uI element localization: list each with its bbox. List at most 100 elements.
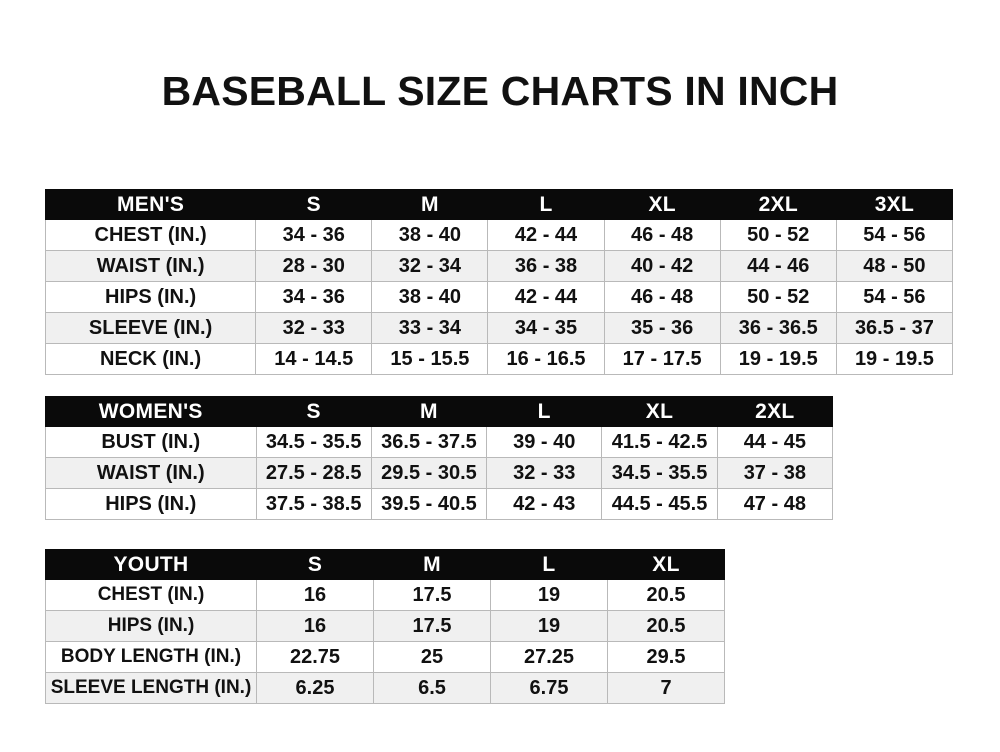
mens-row-label-neck: NECK (IN.) — [44, 343, 257, 375]
womens-table-body: BUST (IN.) 34.5 - 35.5 36.5 - 37.5 39 - 40 4… — [45, 426, 834, 520]
womens-header-size-m: M — [370, 396, 488, 427]
mens-cell-sleeve-l: 34 - 35 — [487, 312, 605, 344]
mens-cell-sleeve-3xl: 36.5 - 37 — [835, 312, 954, 344]
womens-cell-bust-s: 34.5 - 35.5 — [255, 426, 372, 458]
mens-header-size-m: M — [371, 189, 489, 220]
mens-row-label-sleeve: SLEEVE (IN.) — [44, 312, 257, 344]
mens-cell-neck-l: 16 - 16.5 — [487, 343, 605, 375]
table-row: BUST (IN.) 34.5 - 35.5 36.5 - 37.5 39 - 40 4… — [45, 426, 834, 458]
mens-cell-chest-s: 34 - 36 — [255, 219, 373, 251]
mens-header-size-2xl: 2XL — [719, 189, 837, 220]
womens-cell-hips-xl: 44.5 - 45.5 — [601, 488, 718, 520]
youth-header-category: YOUTH — [45, 549, 257, 580]
womens-cell-waist-m: 29.5 - 30.5 — [370, 457, 488, 489]
womens-header-size-s: S — [255, 396, 372, 427]
page-title: BASEBALL SIZE CHARTS IN INCH — [161, 68, 839, 114]
table-row: CHEST (IN.) 34 - 36 38 - 40 42 - 44 46 - 48 5… — [44, 219, 954, 251]
mens-cell-waist-s: 28 - 30 — [255, 250, 373, 282]
mens-table-body: CHEST (IN.) 34 - 36 38 - 40 42 - 44 46 - 48 5… — [44, 219, 954, 375]
mens-cell-waist-m: 32 - 34 — [371, 250, 489, 282]
youth-cell-sleeve-length-xl: 7 — [607, 672, 725, 704]
womens-row-label-waist: WAIST (IN.) — [45, 457, 257, 489]
mens-cell-chest-3xl: 54 - 56 — [835, 219, 954, 251]
womens-table-head: WOMEN'S S M L XL 2XL — [45, 396, 834, 427]
mens-cell-hips-2xl: 50 - 52 — [719, 281, 837, 313]
womens-cell-waist-s: 27.5 - 28.5 — [255, 457, 372, 489]
youth-cell-hips-l: 19 — [490, 610, 608, 642]
womens-row-label-hips: HIPS (IN.) — [45, 488, 257, 520]
youth-table-head: YOUTH S M L XL — [45, 549, 725, 580]
youth-cell-hips-xl: 20.5 — [607, 610, 725, 642]
youth-cell-body-length-m: 25 — [373, 641, 491, 673]
mens-cell-waist-3xl: 48 - 50 — [835, 250, 954, 282]
youth-cell-body-length-xl: 29.5 — [607, 641, 725, 673]
mens-cell-waist-2xl: 44 - 46 — [719, 250, 837, 282]
mens-cell-chest-xl: 46 - 48 — [603, 219, 721, 251]
youth-cell-chest-m: 17.5 — [373, 579, 491, 611]
womens-cell-hips-s: 37.5 - 38.5 — [255, 488, 372, 520]
youth-cell-chest-s: 16 — [256, 579, 374, 611]
youth-header-size-xl: XL — [607, 549, 725, 580]
youth-size-table: YOUTH S M L XL CHEST (IN.) 16 17.5 19 20.5 HIPS (… — [45, 549, 725, 704]
womens-cell-waist-2xl: 37 - 38 — [716, 457, 834, 489]
mens-header-row: MEN'S S M L XL 2XL 3XL — [44, 189, 954, 220]
youth-row-label-hips: HIPS (IN.) — [45, 610, 257, 642]
mens-cell-hips-xl: 46 - 48 — [603, 281, 721, 313]
mens-cell-hips-m: 38 - 40 — [371, 281, 489, 313]
table-row: SLEEVE (IN.) 32 - 33 33 - 34 34 - 35 35 - 36… — [44, 312, 954, 344]
womens-cell-waist-l: 32 - 33 — [486, 457, 603, 489]
youth-header-row: YOUTH S M L XL — [45, 549, 725, 580]
table-row: WAIST (IN.) 27.5 - 28.5 29.5 - 30.5 32 - 33… — [45, 457, 834, 489]
womens-cell-hips-m: 39.5 - 40.5 — [370, 488, 488, 520]
youth-cell-chest-xl: 20.5 — [607, 579, 725, 611]
mens-row-label-chest: CHEST (IN.) — [44, 219, 257, 251]
mens-header-size-xl: XL — [603, 189, 721, 220]
womens-header-size-xl: XL — [601, 396, 718, 427]
womens-cell-bust-xl: 41.5 - 42.5 — [601, 426, 718, 458]
mens-row-label-waist: WAIST (IN.) — [44, 250, 257, 282]
mens-cell-neck-xl: 17 - 17.5 — [603, 343, 721, 375]
mens-table-head: MEN'S S M L XL 2XL 3XL — [44, 189, 954, 220]
table-row: HIPS (IN.) 16 17.5 19 20.5 — [45, 610, 725, 642]
womens-header-size-2xl: 2XL — [716, 396, 834, 427]
mens-cell-neck-m: 15 - 15.5 — [371, 343, 489, 375]
mens-header-category: MEN'S — [44, 189, 257, 220]
youth-cell-sleeve-length-m: 6.5 — [373, 672, 491, 704]
womens-cell-bust-l: 39 - 40 — [486, 426, 603, 458]
mens-cell-sleeve-s: 32 - 33 — [255, 312, 373, 344]
womens-cell-waist-xl: 34.5 - 35.5 — [601, 457, 718, 489]
youth-cell-chest-l: 19 — [490, 579, 608, 611]
table-row: HIPS (IN.) 37.5 - 38.5 39.5 - 40.5 42 - 43 4… — [45, 488, 834, 520]
mens-cell-neck-2xl: 19 - 19.5 — [719, 343, 837, 375]
youth-cell-sleeve-length-s: 6.25 — [256, 672, 374, 704]
womens-cell-bust-m: 36.5 - 37.5 — [370, 426, 488, 458]
youth-row-label-chest: CHEST (IN.) — [45, 579, 257, 611]
table-row: SLEEVE LENGTH (IN.) 6.25 6.5 6.75 7 — [45, 672, 725, 704]
mens-cell-sleeve-xl: 35 - 36 — [603, 312, 721, 344]
mens-cell-hips-s: 34 - 36 — [255, 281, 373, 313]
womens-cell-bust-2xl: 44 - 45 — [716, 426, 834, 458]
table-row: NECK (IN.) 14 - 14.5 15 - 15.5 16 - 16.5 17 … — [44, 343, 954, 375]
mens-row-label-hips: HIPS (IN.) — [44, 281, 257, 313]
mens-cell-chest-m: 38 - 40 — [371, 219, 489, 251]
youth-cell-sleeve-length-l: 6.75 — [490, 672, 608, 704]
mens-cell-waist-xl: 40 - 42 — [603, 250, 721, 282]
youth-table-body: CHEST (IN.) 16 17.5 19 20.5 HIPS (IN.) 16 17.5 1… — [45, 579, 725, 704]
youth-header-size-s: S — [256, 549, 374, 580]
youth-cell-hips-m: 17.5 — [373, 610, 491, 642]
mens-cell-chest-l: 42 - 44 — [487, 219, 605, 251]
table-row: WAIST (IN.) 28 - 30 32 - 34 36 - 38 40 - 42 4… — [44, 250, 954, 282]
womens-row-label-bust: BUST (IN.) — [45, 426, 257, 458]
table-row: BODY LENGTH (IN.) 22.75 25 27.25 29.5 — [45, 641, 725, 673]
table-row: CHEST (IN.) 16 17.5 19 20.5 — [45, 579, 725, 611]
womens-cell-hips-2xl: 47 - 48 — [716, 488, 834, 520]
mens-cell-sleeve-2xl: 36 - 36.5 — [719, 312, 837, 344]
youth-cell-body-length-l: 27.25 — [490, 641, 608, 673]
mens-cell-hips-3xl: 54 - 56 — [835, 281, 954, 313]
table-row: HIPS (IN.) 34 - 36 38 - 40 42 - 44 46 - 48 50… — [44, 281, 954, 313]
womens-header-category: WOMEN'S — [45, 396, 257, 427]
mens-cell-waist-l: 36 - 38 — [487, 250, 605, 282]
womens-header-size-l: L — [486, 396, 603, 427]
youth-cell-body-length-s: 22.75 — [256, 641, 374, 673]
